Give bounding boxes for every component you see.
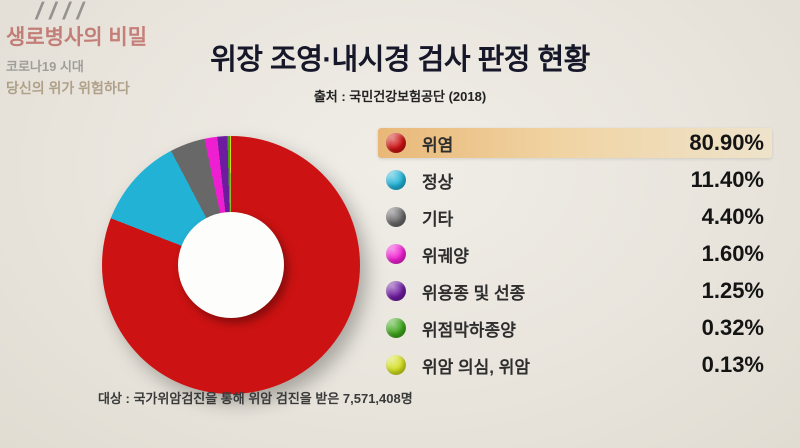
legend-item-other: 기타 4.40% (378, 202, 772, 232)
watermark-slashes: //// (33, 0, 94, 25)
legend-swatch-icon (386, 355, 406, 375)
legend-swatch-icon (386, 318, 406, 338)
legend-swatch-icon (386, 133, 406, 153)
legend-value: 4.40% (701, 204, 764, 229)
source-caption: 출처 : 국민건강보험공단 (2018) (313, 89, 487, 104)
legend-value: 1.25% (701, 278, 764, 303)
legend-item-polyp-adenoma: 위용종 및 선종 1.25% (378, 276, 772, 306)
legend-swatch-icon (386, 170, 406, 190)
donut-center-hole (178, 212, 284, 318)
legend-value: 1.60% (701, 241, 764, 266)
target-footnote: 대상 : 국가위암검진을 통해 위암 검진을 받은 7,571,408명 (98, 391, 413, 406)
legend-item-cancer: 위암 의심, 위암 0.13% (378, 350, 772, 380)
legend-item-ulcer: 위궤양 1.60% (378, 239, 772, 269)
legend-value: 80.90% (689, 130, 764, 155)
legend-value: 11.40% (690, 167, 764, 192)
legend-label: 기타 (422, 209, 454, 229)
legend-label: 위궤양 (422, 246, 469, 266)
legend-label: 정상 (422, 172, 454, 192)
page-title: 위장 조영·내시경 검사 판정 현황 (210, 44, 590, 76)
legend-label: 위염 (422, 135, 454, 155)
chart-legend: 위염 80.90% 정상 11.40% 기타 4.40% 위궤양 1.60% 위… (378, 128, 772, 387)
legend-item-normal: 정상 11.40% (378, 165, 772, 195)
legend-item-gastritis: 위염 80.90% (378, 128, 772, 158)
legend-value: 0.32% (701, 315, 764, 340)
legend-label: 위암 의심, 위암 (422, 357, 531, 377)
legend-swatch-icon (386, 244, 406, 264)
legend-label: 위점막하종양 (422, 320, 516, 340)
legend-label: 위용종 및 선종 (422, 283, 526, 303)
legend-item-submucosal-tumor: 위점막하종양 0.32% (378, 313, 772, 343)
legend-value: 0.13% (701, 352, 764, 377)
legend-swatch-icon (386, 207, 406, 227)
donut-chart-container (102, 136, 360, 394)
legend-swatch-icon (386, 281, 406, 301)
